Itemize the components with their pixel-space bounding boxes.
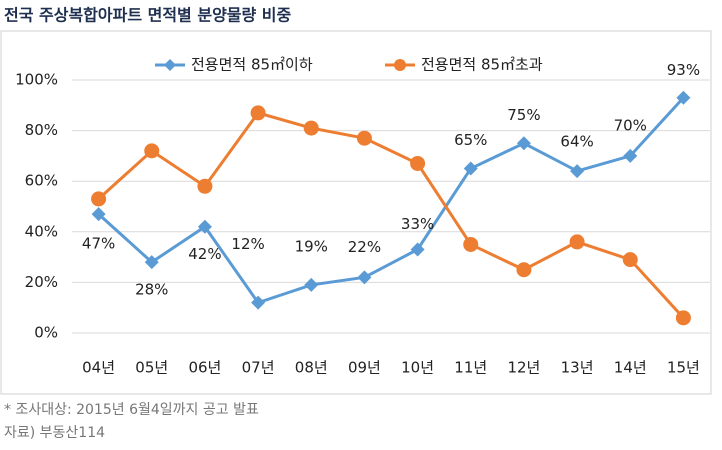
point	[516, 136, 531, 151]
point	[676, 90, 691, 105]
data-label: 93%	[667, 61, 700, 79]
data-label: 28%	[135, 281, 168, 299]
legend-label: 전용면적 85㎡초과	[421, 56, 543, 74]
point	[516, 262, 532, 278]
legend-marker	[394, 59, 406, 71]
point	[250, 105, 266, 121]
x-tick-label: 05년	[135, 359, 168, 377]
point	[144, 255, 159, 270]
legend-marker	[164, 59, 176, 71]
data-label: 33%	[401, 215, 434, 233]
point	[410, 155, 426, 171]
data-label: 12%	[231, 235, 264, 253]
point	[622, 252, 638, 268]
chart-frame	[0, 30, 712, 395]
x-tick-label: 13년	[561, 359, 594, 377]
data-label: 70%	[614, 116, 647, 134]
y-tick-label: 100%	[15, 71, 58, 89]
x-tick-label: 07년	[242, 359, 275, 377]
y-tick-label: 80%	[25, 121, 58, 139]
point	[570, 164, 585, 179]
point	[303, 120, 319, 136]
data-label: 75%	[507, 106, 540, 124]
point	[197, 219, 212, 234]
point	[91, 207, 106, 222]
note: * 조사대상: 2015년 6월4일까지 공고 발표	[4, 402, 259, 418]
point	[356, 130, 372, 146]
x-tick-label: 11년	[454, 359, 487, 377]
point	[197, 178, 213, 194]
x-tick-label: 14년	[614, 359, 647, 377]
x-tick-label: 15년	[667, 359, 700, 377]
point	[463, 161, 478, 176]
point	[410, 242, 425, 257]
x-tick-label: 06년	[188, 359, 221, 377]
point	[623, 148, 638, 163]
chart-title: 전국 주상복합아파트 면적별 분양물량 비중	[4, 6, 292, 25]
point	[144, 143, 160, 159]
x-tick-label: 09년	[348, 359, 381, 377]
point	[463, 236, 479, 252]
x-tick-label: 08년	[295, 359, 328, 377]
legend-label: 전용면적 85㎡이하	[191, 56, 313, 74]
point	[251, 295, 266, 310]
data-label: 42%	[188, 245, 221, 263]
data-label: 64%	[560, 133, 593, 151]
y-tick-label: 60%	[25, 172, 58, 190]
y-tick-label: 40%	[25, 222, 58, 240]
x-tick-label: 12년	[507, 359, 540, 377]
point	[357, 270, 372, 285]
note: 자료) 부동산114	[4, 425, 105, 441]
point	[304, 277, 319, 292]
data-label: 47%	[82, 235, 115, 253]
data-label: 19%	[295, 237, 328, 255]
x-tick-label: 10년	[401, 359, 434, 377]
point	[569, 234, 585, 250]
x-tick-label: 04년	[82, 359, 115, 377]
y-tick-label: 20%	[25, 273, 58, 291]
y-tick-label: 0%	[34, 324, 58, 342]
series-line	[97, 111, 685, 319]
point	[675, 310, 691, 326]
series-line	[97, 96, 685, 305]
data-label: 22%	[348, 238, 381, 256]
point	[91, 191, 107, 207]
data-label: 65%	[454, 131, 487, 149]
